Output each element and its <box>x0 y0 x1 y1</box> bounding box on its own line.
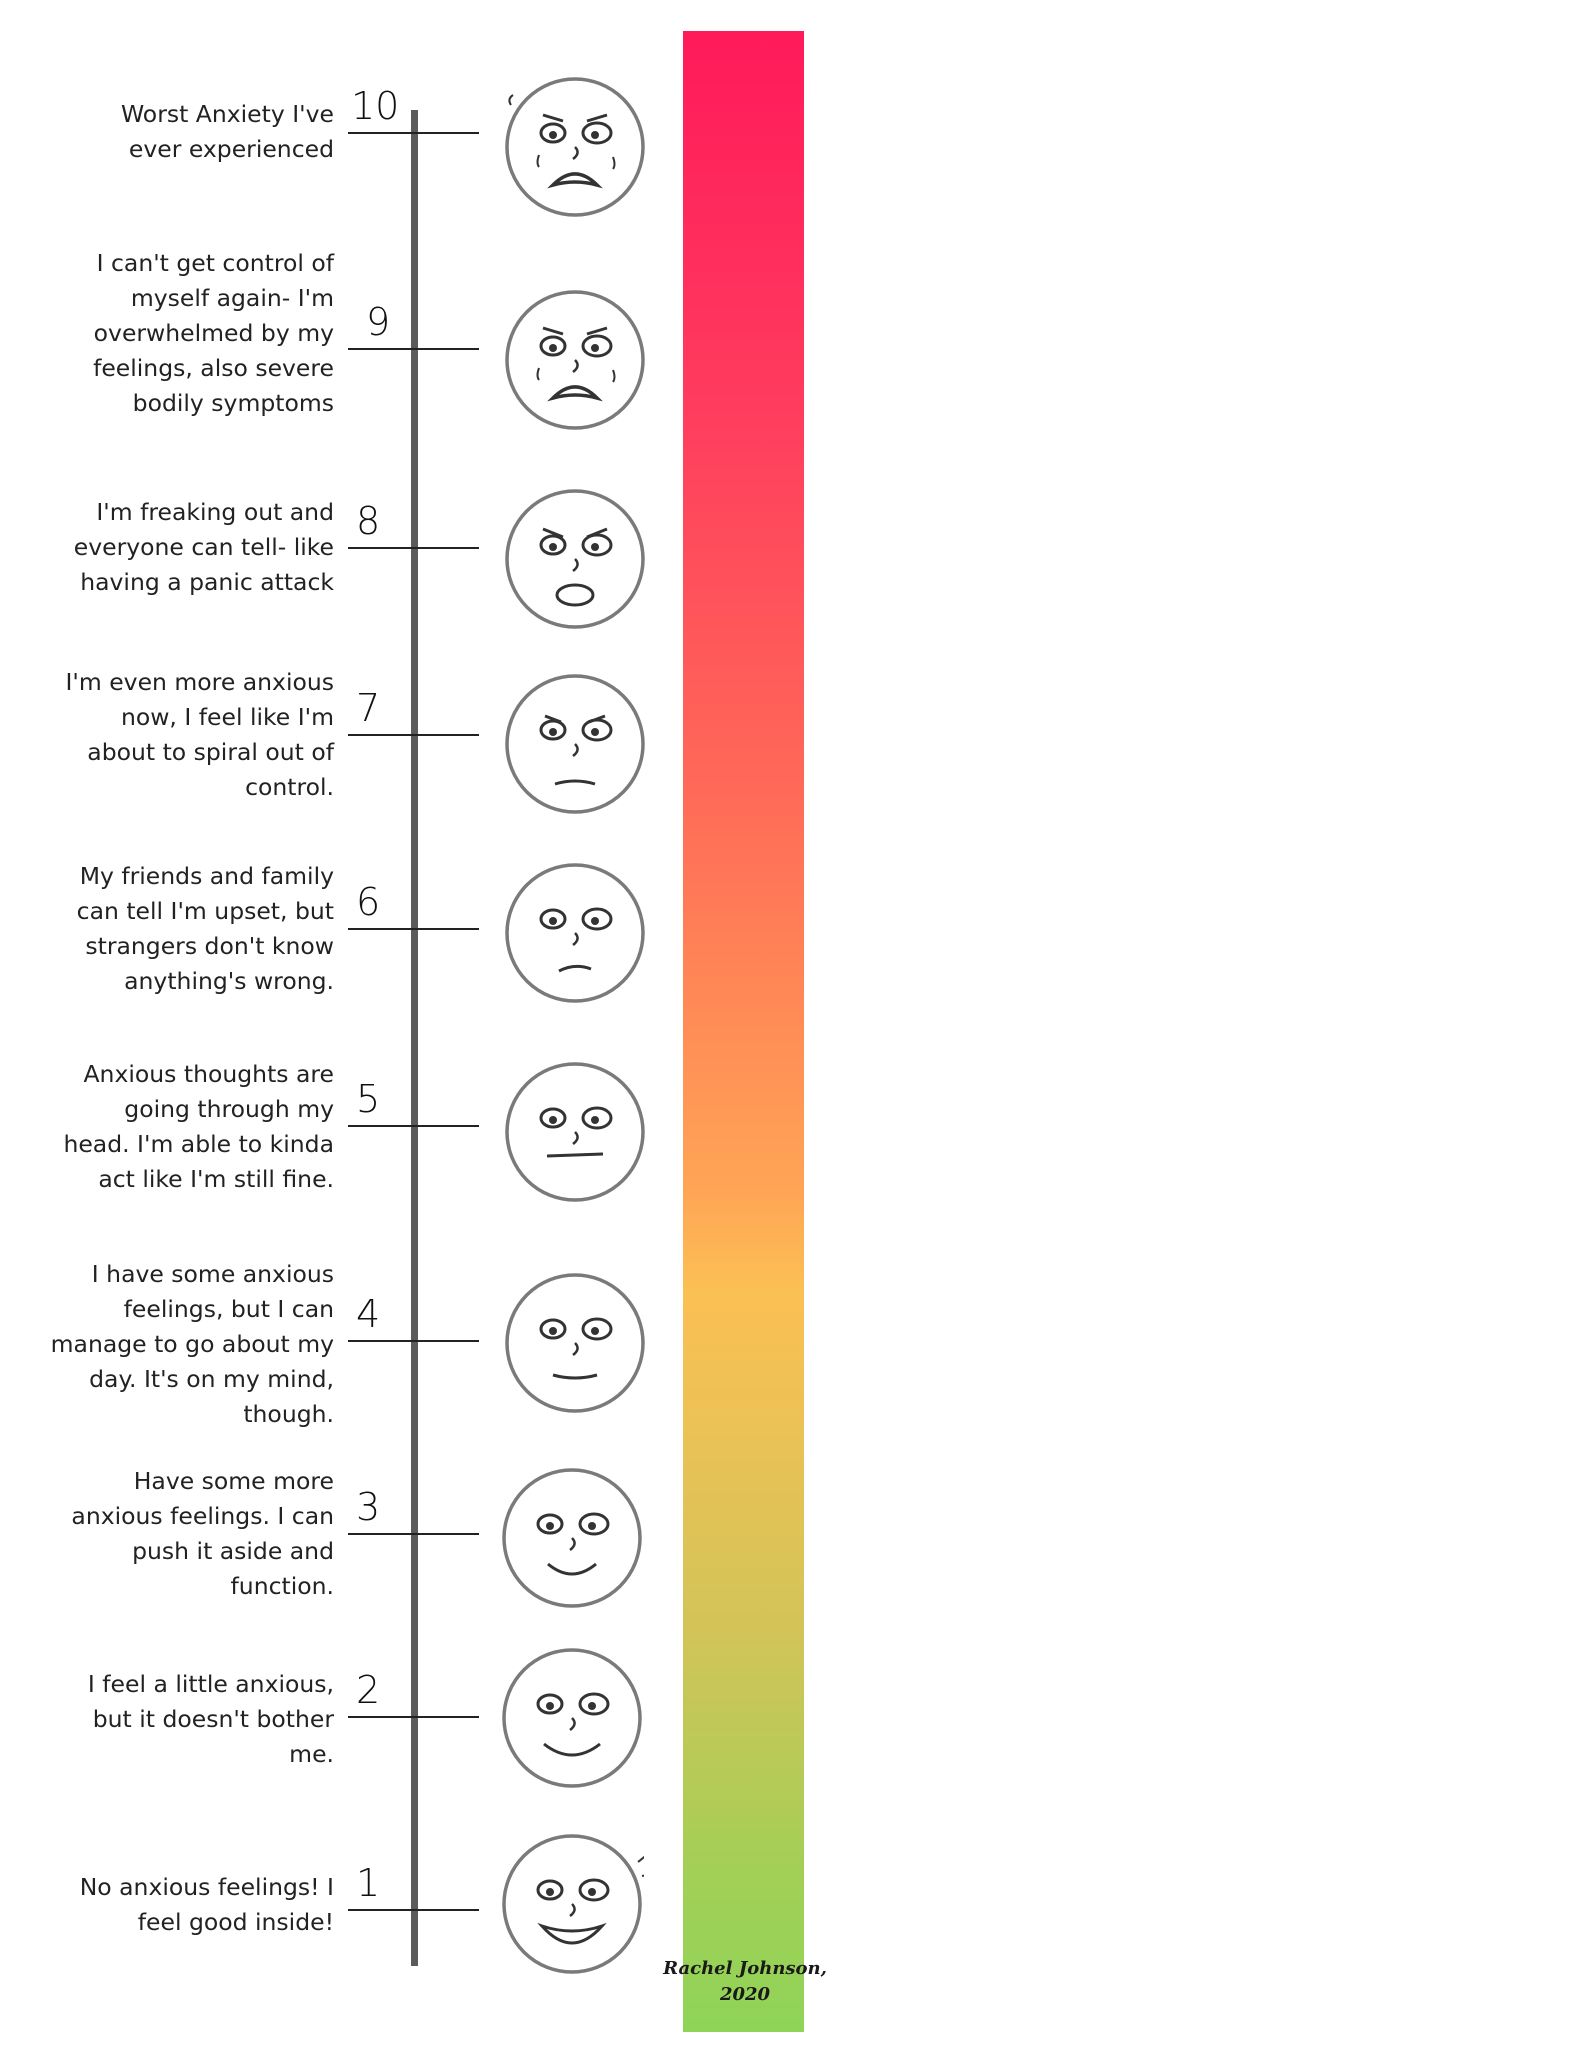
level-number: 7 <box>356 686 381 730</box>
level-tick <box>348 1909 479 1911</box>
happy-face-icon <box>500 1832 655 1976</box>
level-tick <box>348 1125 479 1127</box>
level-description: I'm even more anxious now, I feel like I… <box>65 668 334 801</box>
level-tick <box>348 1533 479 1535</box>
level-number: 10 <box>351 84 400 128</box>
level-description: I'm freaking out and everyone can tell- … <box>73 498 334 596</box>
anxiety-gradient-bar <box>683 31 804 2032</box>
level-description: My friends and family can tell I'm upset… <box>76 862 334 995</box>
level-tick <box>348 928 479 930</box>
scale-axis-line <box>411 110 418 1966</box>
level-number: 4 <box>356 1292 381 1336</box>
level-tick <box>348 547 479 549</box>
level-description: I have some anxious feelings, but I can … <box>50 1260 334 1428</box>
level-number: 1 <box>356 1861 381 1905</box>
level-tick <box>348 132 479 134</box>
level-description: No anxious feelings! I feel good inside! <box>79 1873 334 1936</box>
level-description: Anxious thoughts are going through my he… <box>63 1060 334 1193</box>
level-number: 6 <box>356 880 381 924</box>
level-number: 2 <box>356 1668 381 1712</box>
content-face-icon <box>500 1646 644 1790</box>
smiling-face-icon <box>500 1466 644 1610</box>
upset-face-icon <box>503 861 647 1005</box>
level-tick <box>348 1340 479 1342</box>
level-tick <box>348 348 479 350</box>
level-number: 5 <box>356 1077 381 1121</box>
level-description: Have some more anxious feelings. I can p… <box>71 1467 334 1600</box>
slight-smile-face-icon <box>503 1271 647 1415</box>
very-anxious-face-icon <box>503 672 647 816</box>
level-number: 3 <box>356 1485 381 1529</box>
crying-overwhelmed-face-icon <box>503 288 647 432</box>
level-number: 9 <box>366 300 391 344</box>
panicking-face-icon <box>503 487 647 631</box>
level-number: 8 <box>356 499 381 543</box>
level-description: I feel a little anxious, but it doesn't … <box>87 1670 334 1768</box>
level-description: I can't get control of myself again- I'm… <box>93 249 334 417</box>
artist-signature: Rachel Johnson, 2020 <box>663 1958 827 2005</box>
neutral-face-icon <box>503 1060 647 1204</box>
level-tick <box>348 1716 479 1718</box>
level-tick <box>348 734 479 736</box>
terrified-face-icon <box>503 75 668 219</box>
level-description: Worst Anxiety I've ever experienced <box>120 100 334 163</box>
